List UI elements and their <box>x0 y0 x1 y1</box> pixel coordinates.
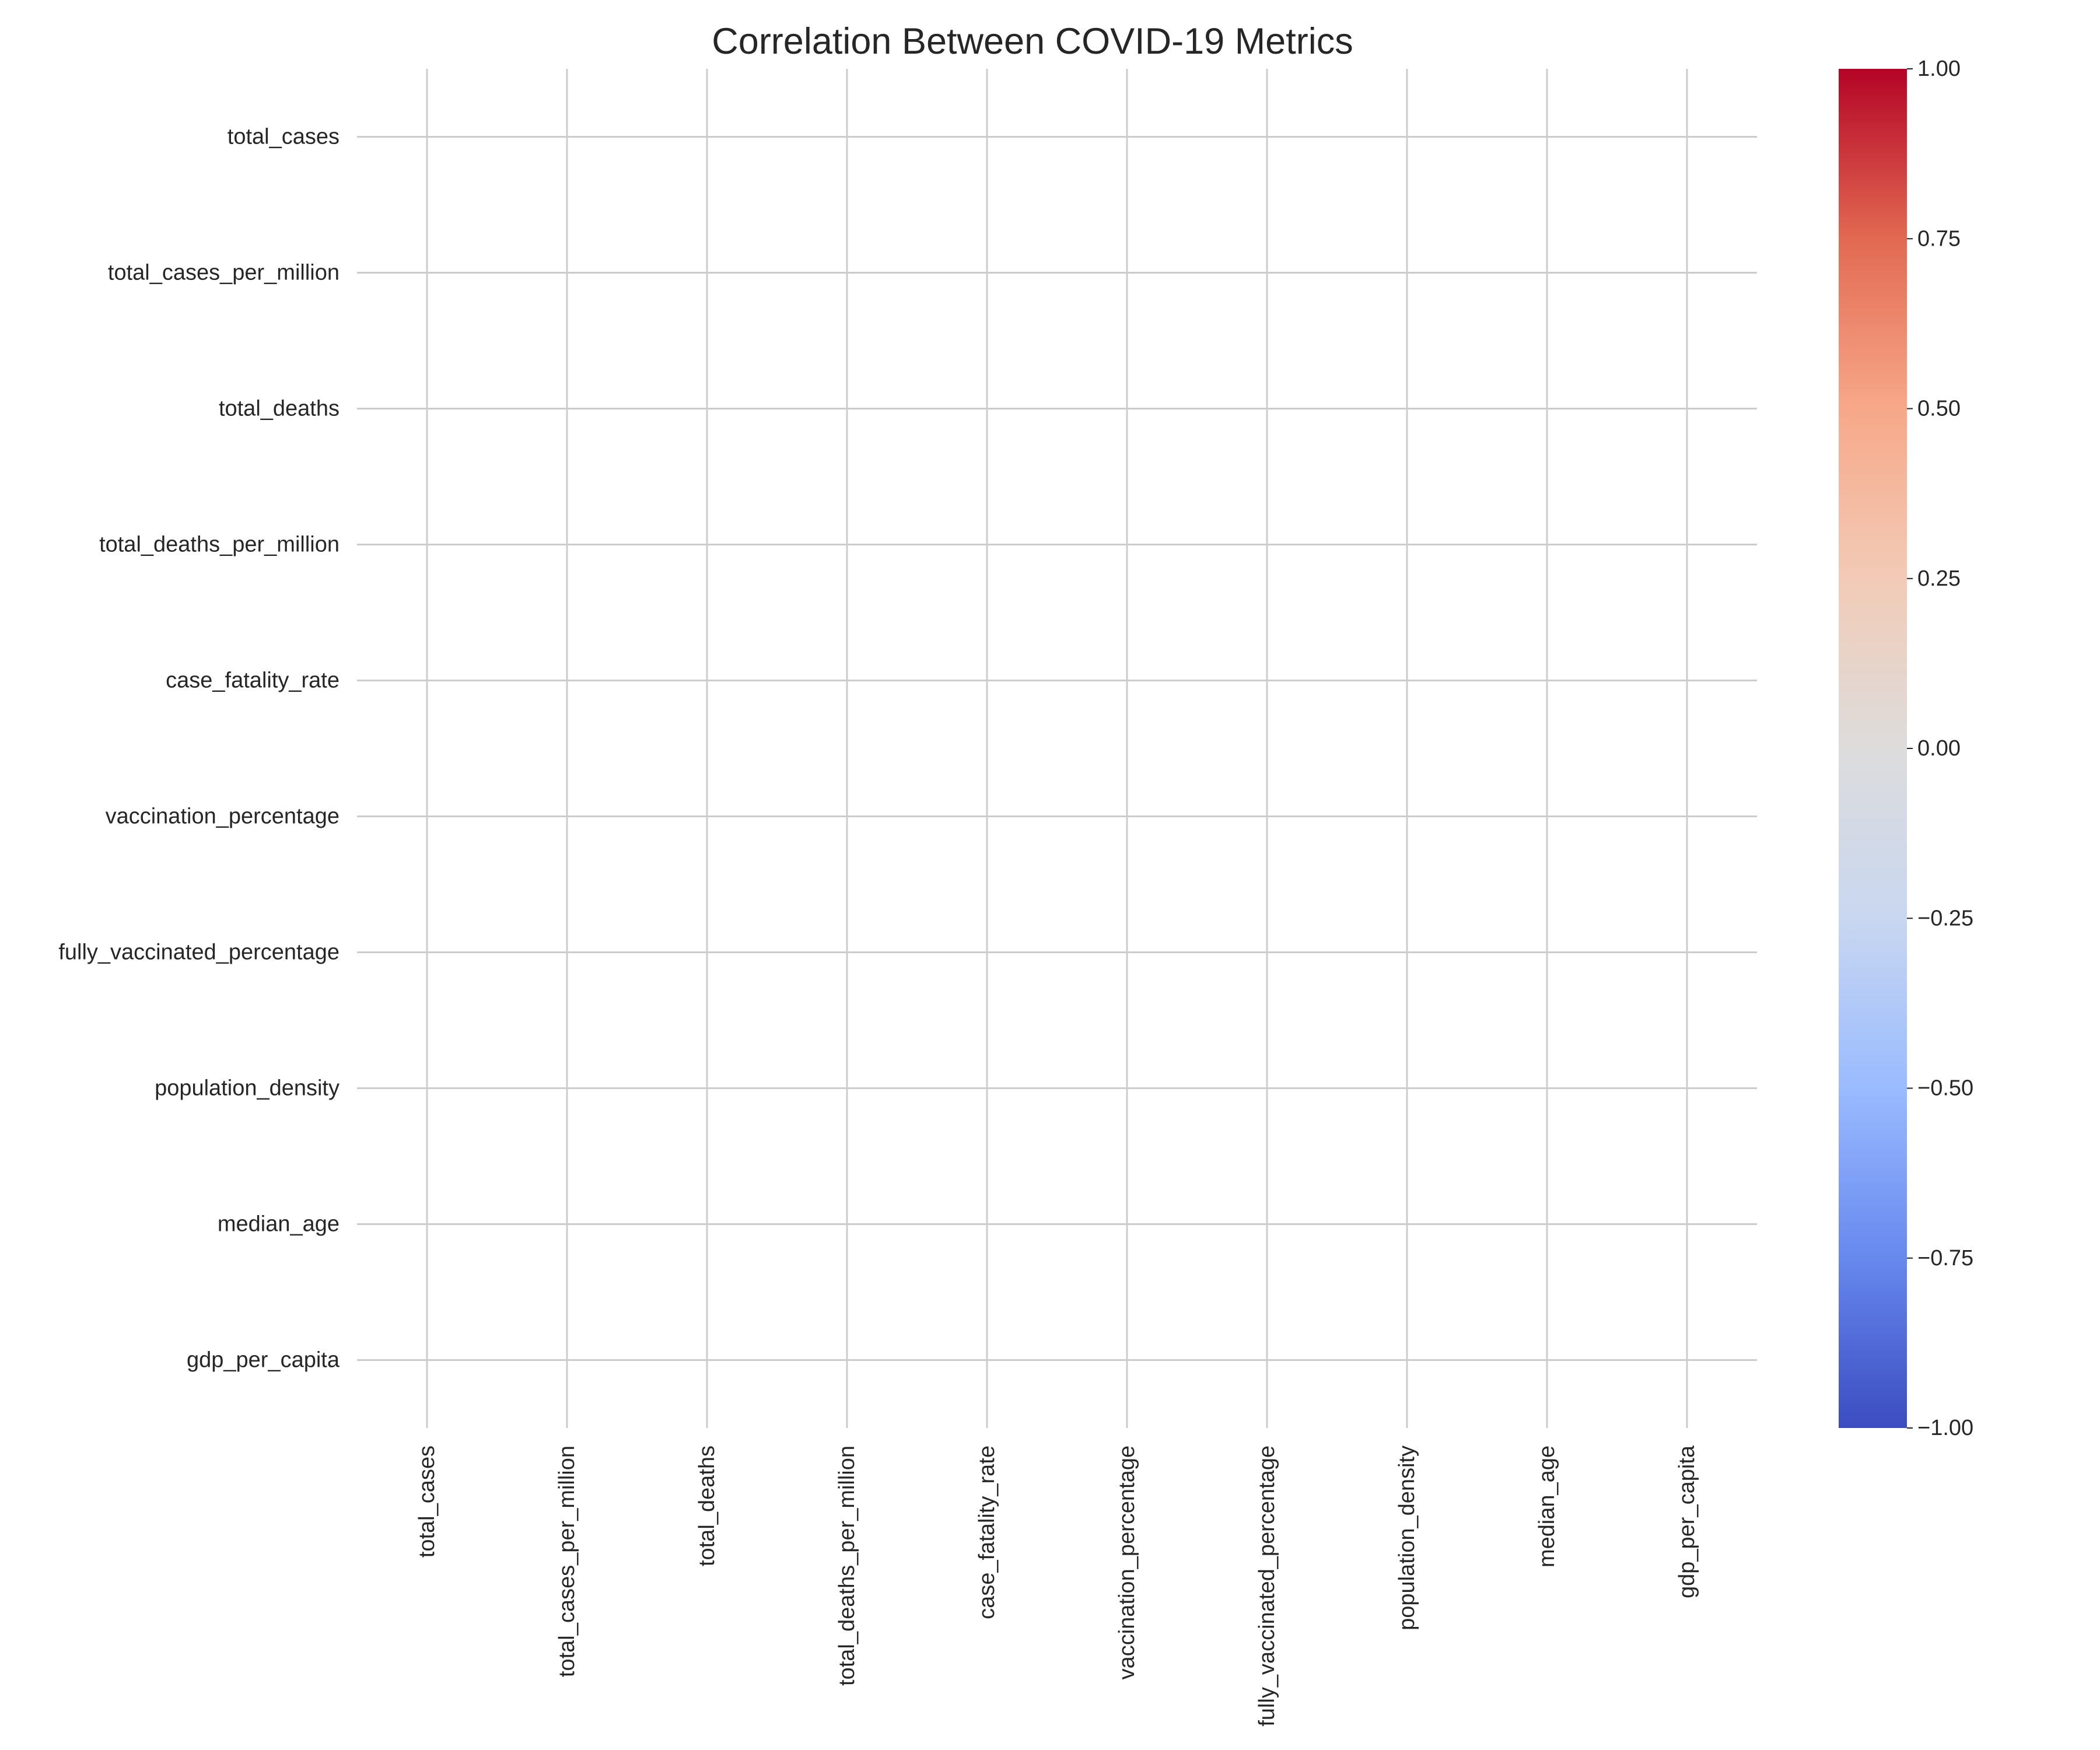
column-label: population_density <box>1395 1446 1419 1630</box>
row-label: total_cases <box>228 125 340 149</box>
colorbar-tick-label: 0.00 <box>1917 736 1961 761</box>
row-label: total_cases_per_million <box>108 261 340 285</box>
colorbar-tick-label: 0.75 <box>1917 226 1961 251</box>
column-label: total_cases <box>415 1446 439 1558</box>
colorbar-ticks: 1.00 0.75 0.50 0.25 0.00 −0.25 −0.50 −0.75 −1.00 <box>1907 57 1973 1440</box>
colorbar-tick-label: −0.50 <box>1917 1076 1973 1101</box>
column-label: total_deaths_per_million <box>835 1446 859 1686</box>
column-label: median_age <box>1535 1446 1559 1567</box>
column-label: vaccination_percentage <box>1115 1446 1139 1679</box>
colorbar-tick-label: 0.25 <box>1917 566 1961 591</box>
column-label: case_fatality_rate <box>975 1446 999 1619</box>
colorbar-tick-label: 0.50 <box>1917 397 1961 421</box>
row-label: gdp_per_capita <box>187 1348 340 1373</box>
row-label: vaccination_percentage <box>106 804 340 829</box>
row-label: median_age <box>218 1212 340 1237</box>
column-label: total_cases_per_million <box>555 1446 579 1677</box>
column-label: gdp_per_capita <box>1675 1445 1699 1598</box>
colorbar-tick-label: −0.75 <box>1917 1246 1973 1270</box>
colorbar-tick-label: 1.00 <box>1917 57 1961 81</box>
column-label: total_deaths <box>695 1446 719 1566</box>
row-label: case_fatality_rate <box>166 668 340 693</box>
colorbar: 1.00 0.75 0.50 0.25 0.00 −0.25 −0.50 −0.75 −1.00 <box>1839 57 1973 1440</box>
row-label: population_density <box>155 1076 340 1101</box>
colorbar-tick-label: −1.00 <box>1917 1416 1973 1440</box>
row-label: total_deaths <box>219 397 340 421</box>
chart-title: Correlation Between COVID-19 Metrics <box>712 21 1353 62</box>
colorbar-tick-label: −0.25 <box>1917 906 1973 930</box>
heatmap-grid <box>357 69 1757 1428</box>
row-label: fully_vaccinated_percentage <box>58 940 340 965</box>
column-label: fully_vaccinated_percentage <box>1255 1446 1279 1727</box>
row-labels: total_cases total_cases_per_million total_… <box>58 125 340 1373</box>
column-labels: total_cases total_cases_per_million total_… <box>415 1445 1699 1727</box>
colorbar-gradient <box>1839 69 1907 1428</box>
row-label: total_deaths_per_million <box>99 533 340 557</box>
